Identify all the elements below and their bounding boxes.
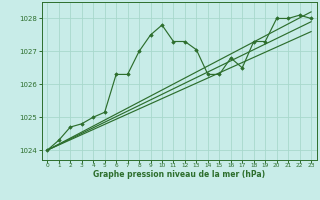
X-axis label: Graphe pression niveau de la mer (hPa): Graphe pression niveau de la mer (hPa) [93, 170, 265, 179]
